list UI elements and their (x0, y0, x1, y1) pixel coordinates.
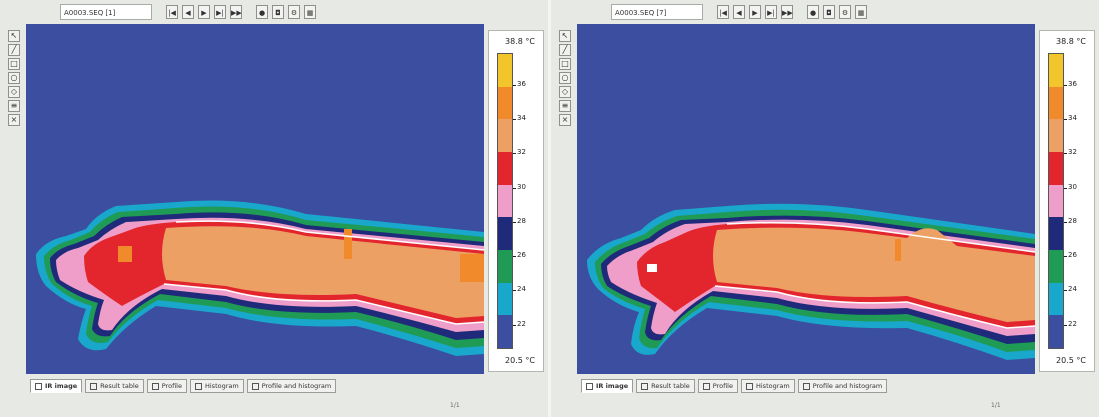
color-bar (497, 53, 513, 349)
scale-tick: 32 (513, 148, 526, 156)
tab-ir-image[interactable]: IR image (30, 379, 83, 393)
scale-tick: 24 (1064, 285, 1077, 293)
scale-tick: 34 (1064, 114, 1077, 122)
thermal-viewer-right: A0003.SEQ [7] |◀ ◀ ▶ ▶| ▶▶ ● ◘ ⚙ ▦ ↖ ╱ □… (551, 0, 1099, 417)
prev-frame-icon[interactable]: ◀ (182, 5, 194, 19)
camera-icon[interactable]: ◘ (823, 5, 835, 19)
table-icon (641, 382, 649, 390)
delete-tool-icon[interactable]: × (8, 114, 20, 126)
line-tool-icon[interactable]: ╱ (559, 44, 571, 56)
circle-tool-icon[interactable]: ○ (559, 72, 571, 84)
scale-min-label: 20.5 °C (1056, 356, 1086, 365)
scale-tick: 36 (1064, 80, 1077, 88)
vertical-toolbar: ↖ ╱ □ ○ ◇ ≡ × (8, 30, 20, 126)
camera-icon[interactable]: ◘ (272, 5, 284, 19)
last-frame-icon[interactable]: ▶▶ (230, 5, 242, 19)
tab-ir-image[interactable]: IR image (581, 379, 634, 393)
scale-tick: 36 (513, 80, 526, 88)
scale-max-label: 38.8 °C (505, 37, 535, 46)
scale-tick: 24 (513, 285, 526, 293)
record-icon[interactable]: ● (807, 5, 819, 19)
scale-tick: 28 (513, 217, 526, 225)
file-selector[interactable]: A0003.SEQ [1] (60, 4, 152, 20)
scale-tick: 30 (513, 183, 526, 191)
arrow-tool-icon[interactable]: ↖ (8, 30, 20, 42)
first-frame-icon[interactable]: |◀ (717, 5, 729, 19)
play-icon[interactable]: ▶ (749, 5, 761, 19)
scale-tick: 34 (513, 114, 526, 122)
scale-tick: 26 (1064, 251, 1077, 259)
polygon-tool-icon[interactable]: ◇ (559, 86, 571, 98)
last-frame-icon[interactable]: ▶▶ (781, 5, 793, 19)
scale-tick: 32 (1064, 148, 1077, 156)
record-icon[interactable]: ● (256, 5, 268, 19)
temperature-scale: 38.8 °C 36 34 32 30 28 26 24 22 20.5 °C (1039, 30, 1095, 372)
circle-tool-icon[interactable]: ○ (8, 72, 20, 84)
file-selector[interactable]: A0003.SEQ [7] (611, 4, 703, 20)
polygon-tool-icon[interactable]: ◇ (8, 86, 20, 98)
line-tool-icon[interactable]: ╱ (8, 44, 20, 56)
scale-min-label: 20.5 °C (505, 356, 535, 365)
table-icon (90, 382, 98, 390)
tab-histogram[interactable]: Histogram (189, 379, 244, 393)
delete-tool-icon[interactable]: × (559, 114, 571, 126)
tab-result-table[interactable]: Result table (85, 379, 144, 393)
toolbar: A0003.SEQ [1] |◀ ◀ ▶ ▶| ▶▶ ● ◘ ⚙ ▦ (60, 2, 316, 22)
settings-icon[interactable]: ⚙ (839, 5, 851, 19)
next-frame-icon[interactable]: ▶| (765, 5, 777, 19)
settings-icon[interactable]: ⚙ (288, 5, 300, 19)
tab-histogram[interactable]: Histogram (740, 379, 795, 393)
tab-profile[interactable]: Profile (146, 379, 187, 393)
first-frame-icon[interactable]: |◀ (166, 5, 178, 19)
color-bar (1048, 53, 1064, 349)
profile-icon (151, 382, 159, 390)
temperature-scale: 38.8 °C 36 34 32 30 28 26 24 22 20.5 °C (488, 30, 544, 372)
scale-tick: 22 (1064, 320, 1077, 328)
vertical-toolbar: ↖ ╱ □ ○ ◇ ≡ × (559, 30, 571, 126)
scale-tick: 28 (1064, 217, 1077, 225)
play-icon[interactable]: ▶ (198, 5, 210, 19)
profile-histogram-icon (802, 382, 810, 390)
toolbar: A0003.SEQ [7] |◀ ◀ ▶ ▶| ▶▶ ● ◘ ⚙ ▦ (611, 2, 867, 22)
scale-tick: 22 (513, 320, 526, 328)
arrow-tool-icon[interactable]: ↖ (559, 30, 571, 42)
tab-profile[interactable]: Profile (697, 379, 738, 393)
thermal-viewer-left: A0003.SEQ [1] |◀ ◀ ▶ ▶| ▶▶ ● ◘ ⚙ ▦ ↖ ╱ □… (0, 0, 548, 417)
view-tabs: IR image Result table Profile Histogram … (30, 379, 337, 393)
view-tabs: IR image Result table Profile Histogram … (581, 379, 888, 393)
scale-tick: 30 (1064, 183, 1077, 191)
profile-icon (702, 382, 710, 390)
isotherm-icon[interactable]: ≡ (8, 100, 20, 112)
histogram-icon (745, 382, 753, 390)
isotherm-icon[interactable]: ≡ (559, 100, 571, 112)
thermal-image-canvas (577, 24, 1035, 374)
tab-profile-and-histogram[interactable]: Profile and histogram (246, 379, 337, 393)
scale-tick: 26 (513, 251, 526, 259)
box-tool-icon[interactable]: □ (559, 58, 571, 70)
image-icon (586, 382, 593, 390)
frame-counter: 1/1 (991, 402, 1001, 409)
histogram-icon (194, 382, 202, 390)
prev-frame-icon[interactable]: ◀ (733, 5, 745, 19)
tab-result-table[interactable]: Result table (636, 379, 695, 393)
thermal-image[interactable] (26, 24, 484, 374)
tab-profile-and-histogram[interactable]: Profile and histogram (797, 379, 888, 393)
image-icon (35, 382, 42, 390)
thermal-image[interactable] (577, 24, 1035, 374)
profile-histogram-icon (251, 382, 259, 390)
panel-divider (548, 0, 551, 417)
palette-icon[interactable]: ▦ (304, 5, 316, 19)
next-frame-icon[interactable]: ▶| (214, 5, 226, 19)
box-tool-icon[interactable]: □ (8, 58, 20, 70)
frame-counter: 1/1 (450, 402, 460, 409)
scale-max-label: 38.8 °C (1056, 37, 1086, 46)
thermal-image-canvas (26, 24, 484, 374)
palette-icon[interactable]: ▦ (855, 5, 867, 19)
